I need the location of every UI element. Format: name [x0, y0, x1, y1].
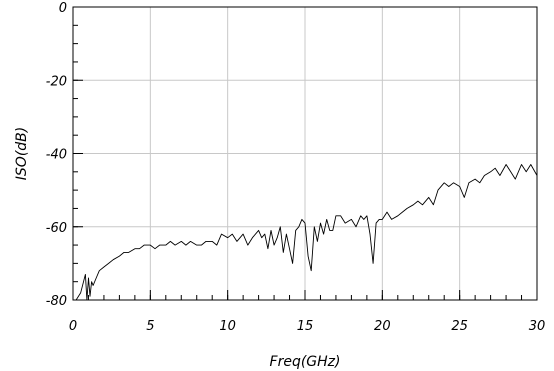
series-line — [75, 164, 538, 301]
y-tick-labels: 0 -20 -40 -60 -80 — [46, 1, 67, 309]
y-tick-label: -80 — [46, 294, 67, 309]
x-tick-label: 0 — [69, 319, 77, 334]
x-tick-label: 5 — [146, 319, 154, 334]
x-axis-label: Freq(GHz) — [270, 354, 341, 370]
series-layer — [75, 164, 538, 301]
y-axis-label: ISO(dB) — [14, 127, 30, 180]
x-tick-label: 25 — [451, 319, 468, 334]
x-tick-label: 20 — [374, 319, 391, 334]
grid-lines — [72, 6, 538, 301]
x-tick-label: 10 — [219, 319, 236, 334]
x-tick-labels: 0 5 10 15 20 25 30 — [69, 319, 545, 334]
plot-frame — [72, 6, 538, 301]
y-tick-label: -60 — [46, 221, 67, 236]
x-tick-label: 30 — [529, 319, 546, 334]
y-tick-label: 0 — [59, 1, 67, 16]
y-tick-label: -40 — [46, 148, 67, 163]
x-tick-label: 15 — [297, 319, 314, 334]
y-tick-label: -20 — [46, 74, 67, 89]
